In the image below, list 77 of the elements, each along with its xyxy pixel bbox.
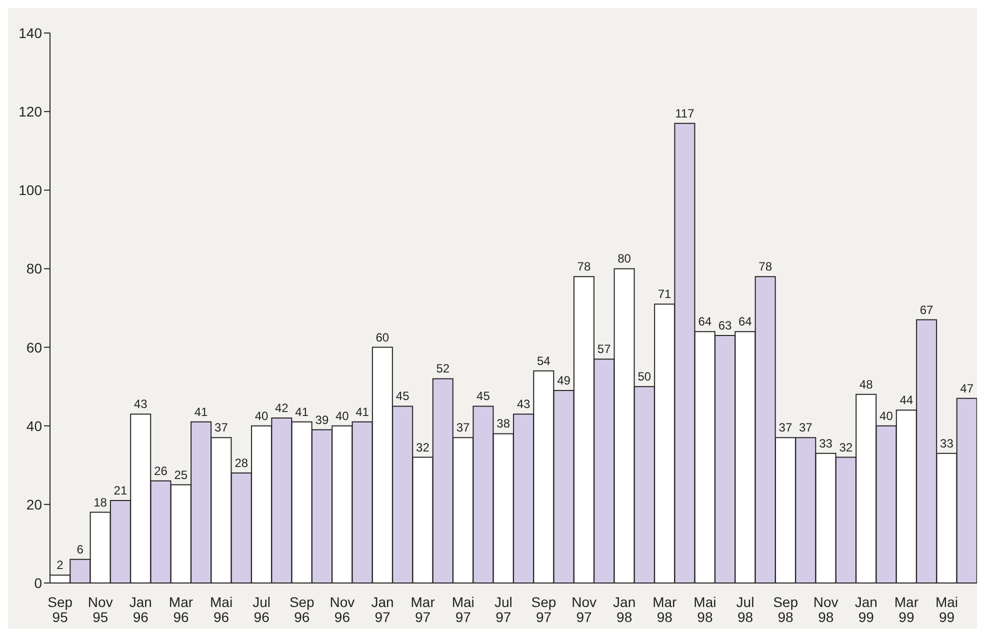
data-label: 57 bbox=[597, 342, 612, 356]
data-label: 32 bbox=[839, 440, 853, 454]
data-label: 64 bbox=[738, 314, 752, 329]
x-tick-label: Mar 98 bbox=[652, 594, 678, 625]
data-label: 26 bbox=[154, 464, 168, 478]
data-label: 48 bbox=[859, 377, 874, 392]
y-tick-label: 120 bbox=[18, 104, 42, 120]
x-tick-label: Nov 98 bbox=[813, 594, 838, 625]
data-label: 43 bbox=[134, 397, 148, 412]
data-label: 41 bbox=[356, 404, 370, 419]
x-tick-label: Sep 95 bbox=[48, 594, 73, 625]
x-tick-label: Mai 96 bbox=[210, 594, 233, 625]
data-label: 25 bbox=[174, 468, 188, 482]
x-tick-label: Jul 96 bbox=[252, 594, 271, 625]
x-tick-label: Jul 97 bbox=[494, 594, 512, 625]
data-label: 38 bbox=[496, 416, 510, 431]
x-tick-label: Mar 96 bbox=[168, 594, 194, 625]
data-label: 37 bbox=[798, 420, 813, 435]
data-label: 42 bbox=[274, 401, 289, 415]
data-label: 63 bbox=[718, 318, 732, 332]
y-tick-label: 60 bbox=[26, 339, 42, 356]
x-tick-label: Mar 97 bbox=[410, 594, 436, 625]
x-tick-label: Jan 99 bbox=[854, 594, 878, 625]
data-label: 18 bbox=[94, 495, 108, 510]
data-label: 60 bbox=[376, 330, 390, 344]
y-tick-label: 0 bbox=[34, 574, 42, 591]
data-label: 45 bbox=[476, 389, 490, 404]
x-tick-label: Jan 96 bbox=[129, 594, 152, 625]
x-tick-label: Nov 95 bbox=[88, 594, 113, 625]
y-tick-label: 80 bbox=[26, 260, 42, 277]
data-label: 52 bbox=[436, 362, 450, 376]
x-tick-label: Sep 98 bbox=[773, 594, 798, 625]
data-label: 40 bbox=[880, 408, 894, 423]
x-tick-label: Mai 97 bbox=[452, 594, 474, 625]
data-label: 28 bbox=[234, 456, 248, 470]
data-label: 117 bbox=[675, 106, 695, 120]
y-tick-label: 20 bbox=[26, 496, 42, 512]
y-tick-label: 40 bbox=[26, 418, 42, 434]
data-label: 33 bbox=[940, 436, 954, 450]
data-label: 39 bbox=[315, 412, 329, 427]
data-label: 47 bbox=[960, 381, 974, 396]
data-label: 50 bbox=[638, 370, 652, 384]
x-tick-label: Sep 96 bbox=[289, 594, 315, 625]
data-label: 64 bbox=[698, 314, 712, 329]
data-label: 54 bbox=[536, 354, 551, 368]
data-label: 78 bbox=[577, 260, 591, 274]
data-label: 80 bbox=[618, 252, 632, 266]
data-label: 6 bbox=[76, 542, 84, 556]
x-tick-label: Jan 97 bbox=[371, 594, 394, 625]
data-label: 40 bbox=[335, 408, 350, 423]
x-tick-label: Mar 99 bbox=[894, 594, 919, 625]
data-label: 2 bbox=[56, 558, 64, 572]
data-label: 41 bbox=[194, 404, 208, 419]
data-label: 41 bbox=[295, 404, 309, 419]
data-label: 40 bbox=[254, 408, 269, 423]
x-tick-label: Nov 97 bbox=[572, 594, 596, 625]
x-tick-label: Mai 98 bbox=[694, 594, 716, 625]
data-label: 33 bbox=[819, 436, 833, 450]
x-tick-label: Sep 97 bbox=[531, 594, 556, 625]
data-label: 78 bbox=[758, 260, 772, 274]
x-tick-label: Nov 96 bbox=[330, 594, 355, 625]
data-label: 32 bbox=[416, 440, 430, 454]
y-tick-label: 140 bbox=[18, 24, 42, 41]
data-label: 37 bbox=[214, 420, 228, 435]
data-label: 44 bbox=[900, 393, 914, 408]
data-label: 67 bbox=[920, 302, 934, 317]
data-label: 43 bbox=[516, 397, 530, 412]
data-label: 71 bbox=[658, 287, 672, 302]
x-tick-label: Mai 99 bbox=[935, 594, 958, 625]
data-label: 49 bbox=[557, 374, 571, 388]
data-label: 45 bbox=[396, 389, 410, 404]
data-label: 37 bbox=[456, 420, 470, 435]
x-tick-label: Jul 98 bbox=[736, 594, 754, 625]
x-tick-label: Jan 98 bbox=[613, 594, 636, 625]
data-label: 37 bbox=[778, 420, 792, 435]
data-label: 21 bbox=[114, 484, 128, 498]
y-tick-label: 100 bbox=[18, 182, 42, 198]
